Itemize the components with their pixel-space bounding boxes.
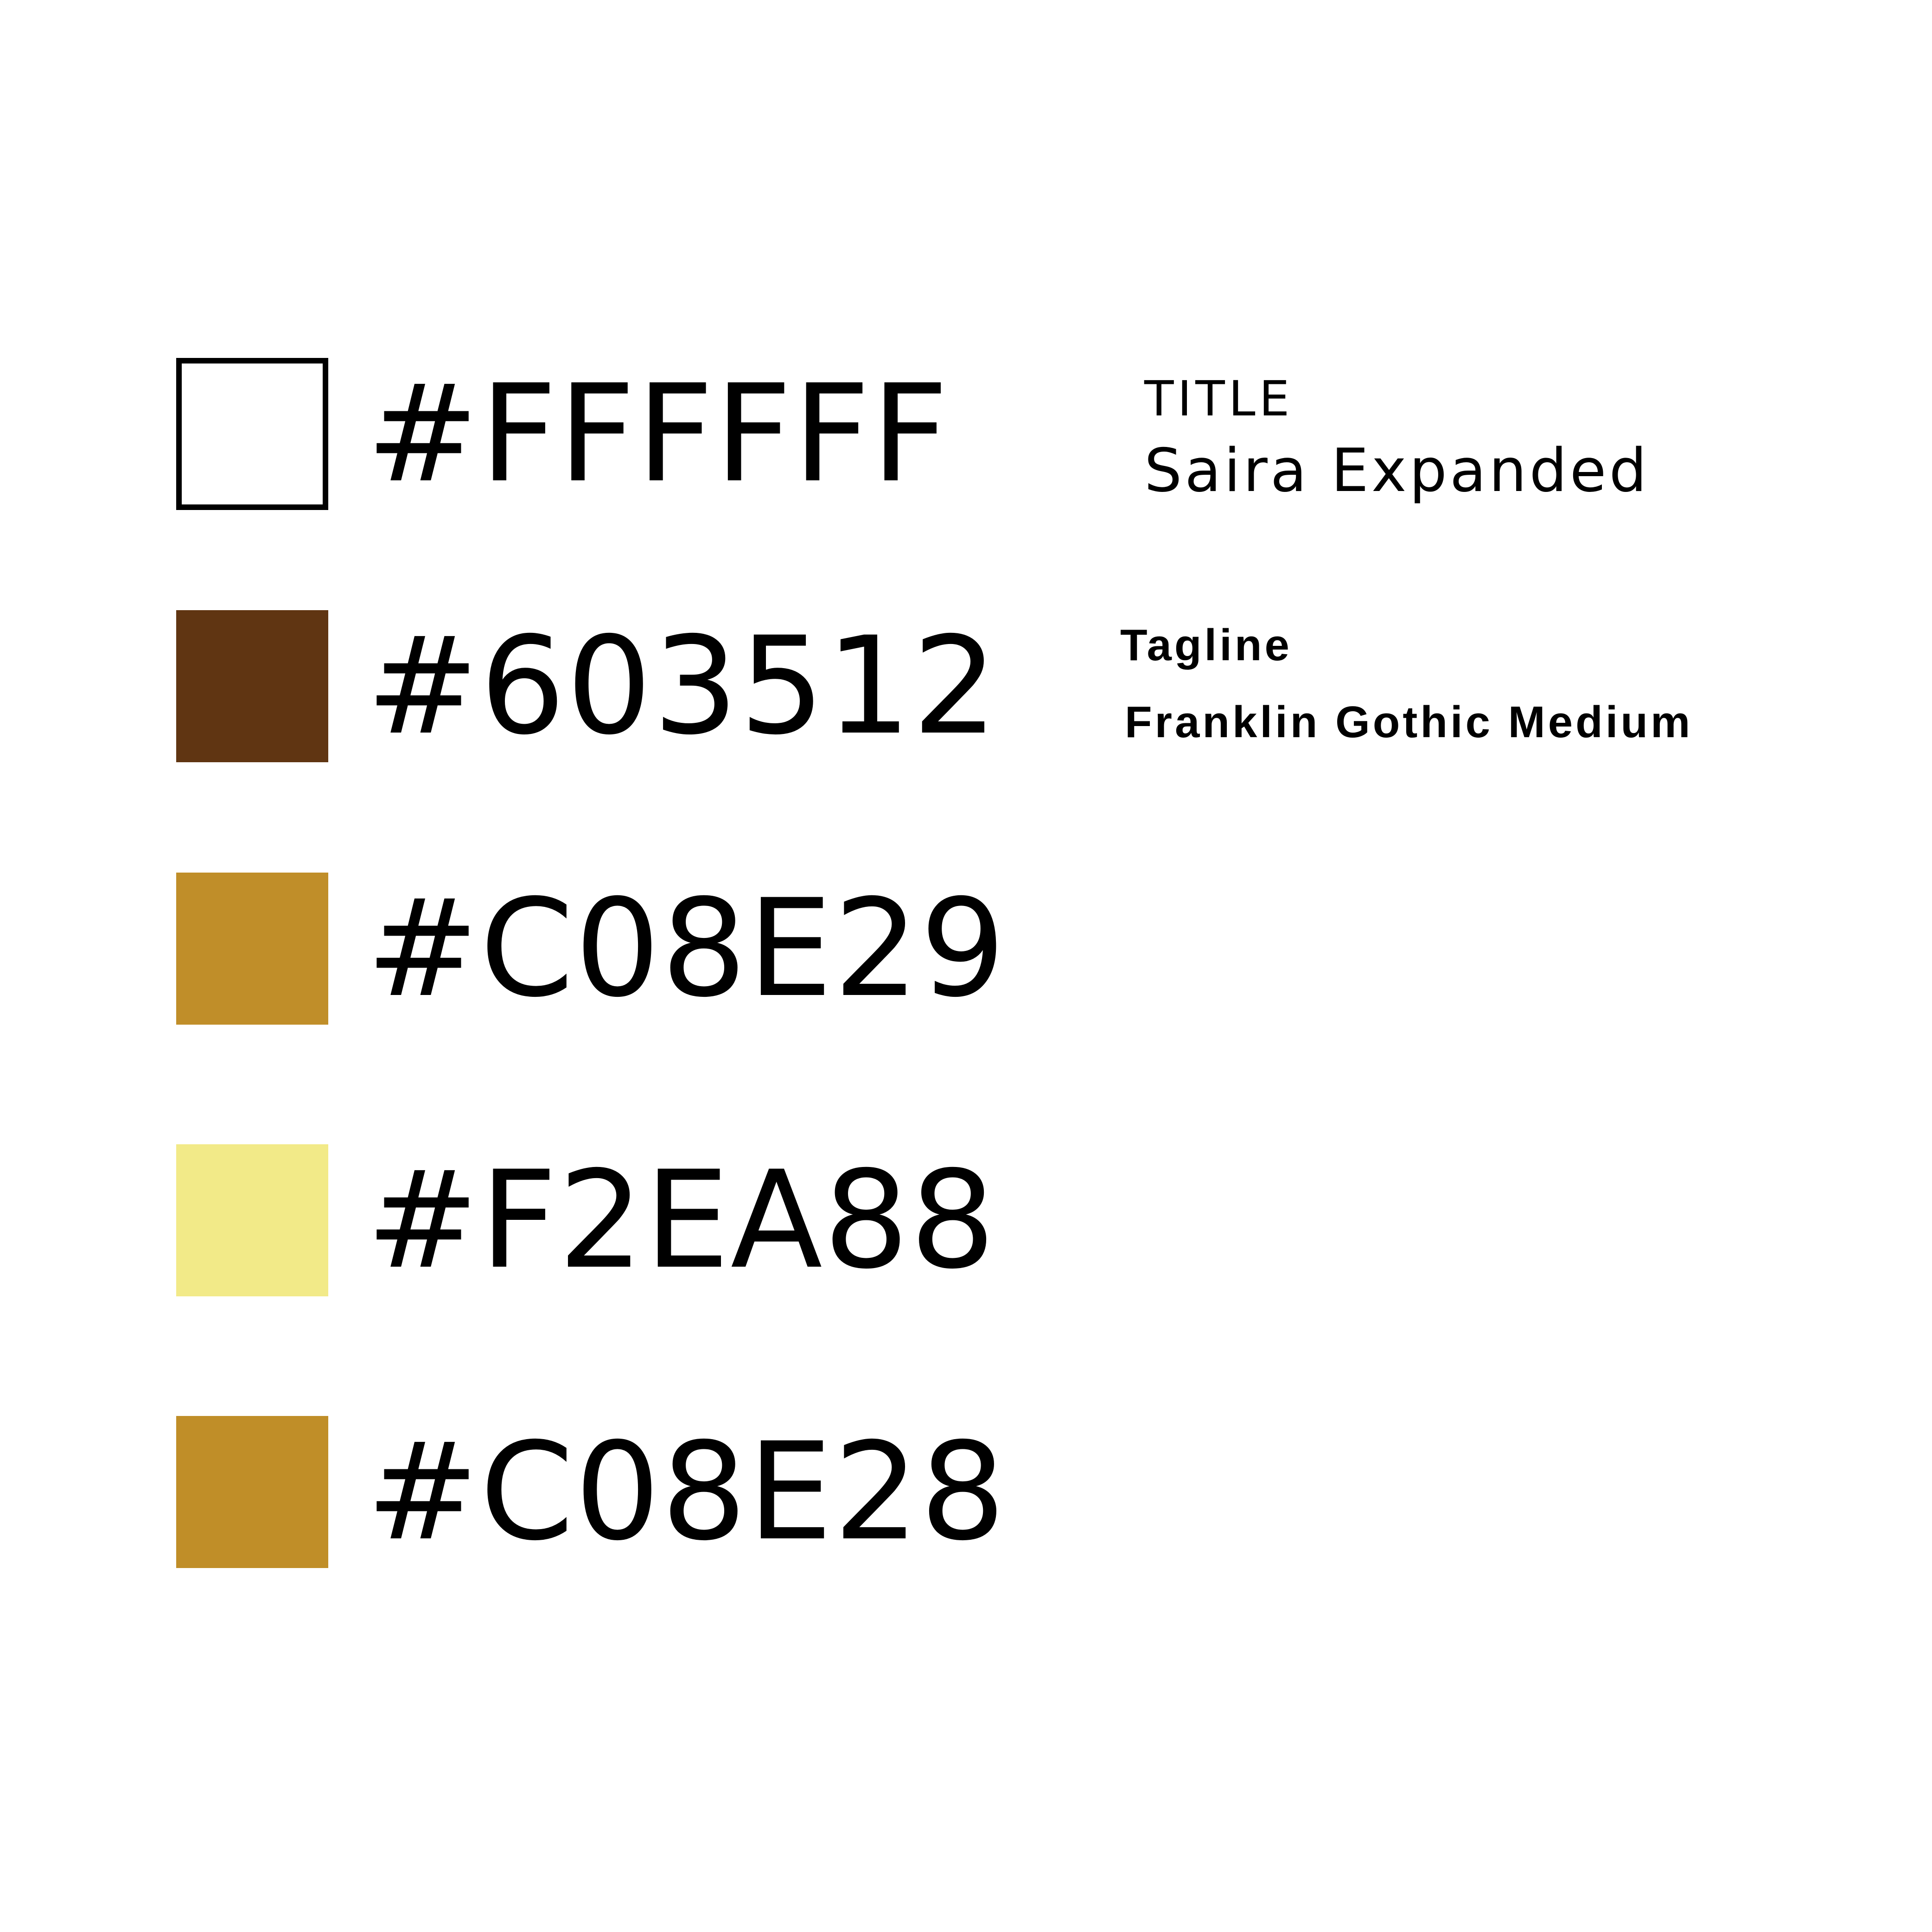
tagline-typography: Tagline Franklin Gothic Medium	[1120, 623, 1693, 745]
hex-code-label: #FFFFFF	[366, 356, 950, 512]
swatch-row-2: #603512	[176, 610, 998, 763]
color-swatch-white	[176, 358, 328, 510]
hex-code-label: #C08E29	[366, 871, 1007, 1027]
swatch-row-5: #C08E28	[176, 1416, 1006, 1569]
swatch-row-1: #FFFFFF	[176, 358, 964, 511]
color-swatch-pale-yellow	[176, 1144, 328, 1296]
color-swatch-dark-brown	[176, 610, 328, 762]
swatch-row-4: #F2EA88	[176, 1144, 995, 1297]
tagline-role-label: Tagline	[1120, 620, 1292, 670]
title-font-name: Saira Expanded	[1144, 436, 1650, 505]
title-typography: TITLE Saira Expanded	[1144, 375, 1650, 501]
color-swatch-gold-alt	[176, 1416, 328, 1568]
color-swatch-gold	[176, 873, 328, 1025]
tagline-font-name: Franklin Gothic Medium	[1125, 697, 1693, 747]
swatch-row-3: #C08E29	[176, 873, 1006, 1026]
hex-code-label: #C08E28	[366, 1414, 1007, 1570]
title-role-label: TITLE	[1144, 370, 1294, 427]
hex-code-label: #603512	[366, 608, 999, 765]
hex-code-label: #F2EA88	[366, 1142, 996, 1299]
